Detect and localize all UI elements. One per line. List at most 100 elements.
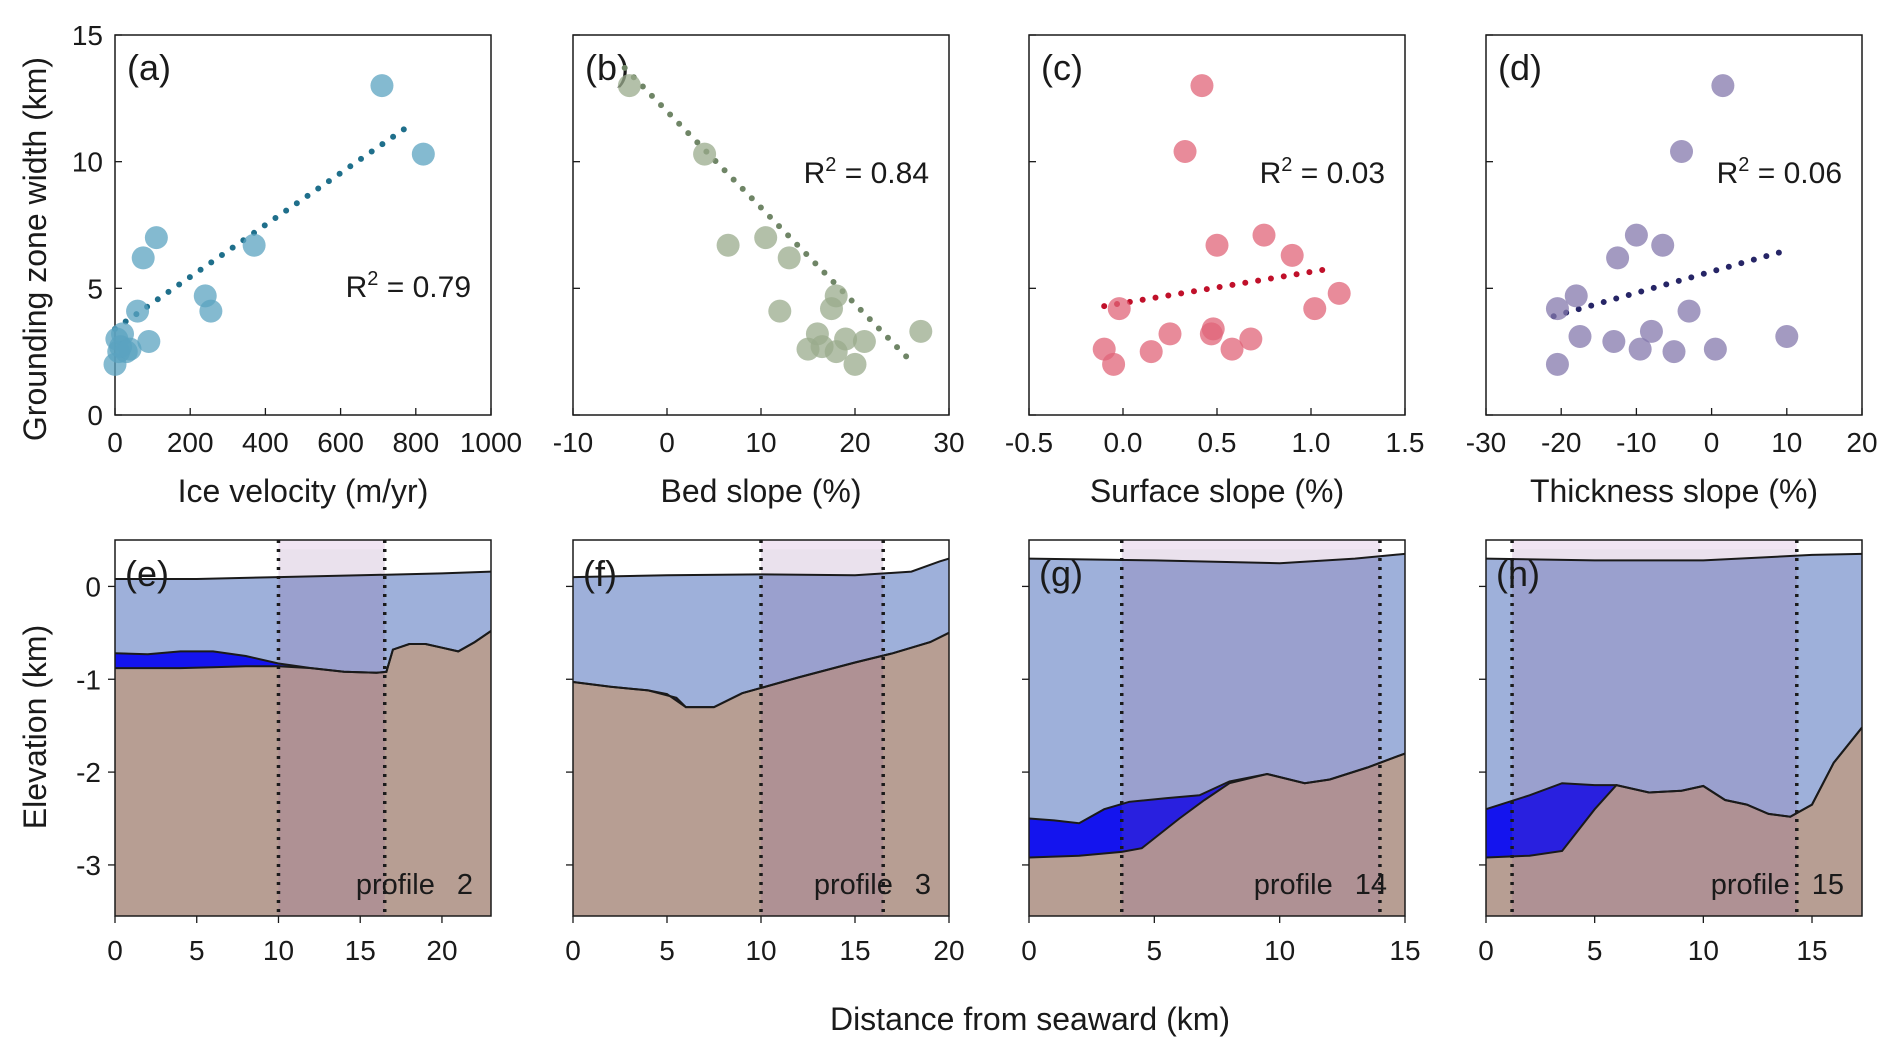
data-point — [693, 142, 717, 166]
data-point — [1628, 337, 1652, 361]
data-point — [411, 142, 435, 166]
x-tick-label: 10 — [1771, 427, 1802, 458]
data-point — [1139, 340, 1163, 364]
x-tick-label: 0 — [107, 935, 123, 966]
data-point — [1711, 74, 1735, 98]
x-tick-label: -10 — [1616, 427, 1656, 458]
plot-frame — [114, 34, 492, 416]
x-tick-label: 0 — [107, 427, 123, 458]
ice-surface-line — [115, 570, 491, 580]
x-tick-label: 0 — [1704, 427, 1720, 458]
panel-h-profile-15: 0 5 10 15 (h) profile 15 — [1478, 539, 1863, 966]
data-point — [1158, 322, 1182, 346]
trend-line — [1550, 247, 1790, 320]
x-tick-label: 20 — [933, 935, 964, 966]
data-point — [1107, 297, 1131, 321]
x-tick-label: 800 — [392, 427, 439, 458]
data-point — [1639, 319, 1663, 343]
bed-line — [573, 631, 949, 709]
data-point — [1327, 281, 1351, 305]
profile-label: profile 2 — [356, 869, 473, 901]
data-point — [824, 284, 848, 308]
plot-frame — [1485, 539, 1863, 917]
data-point — [1606, 246, 1630, 270]
x-tick-label: 20 — [426, 935, 457, 966]
data-point — [768, 299, 792, 323]
x-tick-label: 10 — [263, 935, 294, 966]
data-point — [1102, 352, 1126, 376]
x-tick-label: 15 — [839, 935, 870, 966]
data-point — [137, 330, 161, 354]
panel-letter: (e) — [125, 553, 169, 594]
ocean-cavity-area — [115, 631, 491, 673]
panel-e-profile-2: 0 5 10 15 20 0 -1 -2 -3 (e) profile 2 — [76, 539, 492, 966]
x-tick-label: 1000 — [460, 427, 522, 458]
bed-line — [115, 630, 491, 674]
data-point — [1239, 327, 1263, 351]
y-tick-label: 10 — [72, 147, 103, 178]
grounding-zone-air-shade — [278, 540, 385, 550]
x-axis-title: Thickness slope (%) — [1530, 473, 1818, 509]
panel-d-thickness-slope-scatter: -30 -20 -10 0 10 20 Thickness slope (%) (d) R2 =… — [1466, 34, 1878, 509]
data-point — [843, 352, 867, 376]
plot-frame — [1028, 34, 1406, 416]
grounding-zone-air-shade — [761, 540, 884, 550]
data-point — [1173, 140, 1197, 164]
x-tick-label: 20 — [1846, 427, 1877, 458]
data-point — [126, 299, 150, 323]
data-point — [1190, 74, 1214, 98]
ocean-cavity-area — [1486, 727, 1862, 858]
x-axis-title: Surface slope (%) — [1090, 473, 1344, 509]
x-tick-label: 0.5 — [1198, 427, 1237, 458]
x-tick-label: 0 — [659, 427, 675, 458]
x-tick-label: -10 — [553, 427, 593, 458]
data-point — [617, 74, 641, 98]
panel-f-profile-3: 0 5 10 15 20 (f) profile 3 — [565, 539, 965, 966]
r-squared-label: R2 = 0.03 — [1260, 154, 1385, 190]
plot-frame — [114, 539, 492, 917]
r-squared-label: R2 = 0.84 — [804, 154, 929, 190]
grounding-zone-air-shade — [1512, 540, 1797, 550]
y-tick-label: -1 — [76, 664, 101, 695]
trend-line — [621, 64, 915, 365]
grounding-zone-shade — [1512, 549, 1797, 916]
x-tick-label: 0.0 — [1104, 427, 1143, 458]
y-tick-label: 0 — [87, 400, 103, 431]
plot-frame — [1485, 34, 1863, 416]
panel-letter: (d) — [1498, 47, 1542, 88]
x-tick-label: -30 — [1466, 427, 1506, 458]
data-point — [1280, 243, 1304, 267]
data-point — [909, 319, 933, 343]
x-tick-label: 0 — [1478, 935, 1494, 966]
bed-line — [1486, 726, 1862, 859]
data-point — [242, 233, 266, 257]
y-tick-label: -2 — [76, 757, 101, 788]
panel-c-surface-slope-scatter: -0.5 0.0 0.5 1.0 1.5 Surface slope (%) (c) R2 =… — [1005, 34, 1424, 509]
plot-frame — [1028, 539, 1406, 917]
y-axis-title-top: Grounding zone width (km) — [17, 57, 53, 441]
ice-surface-line — [573, 557, 949, 579]
profile-label: profile 14 — [1254, 869, 1387, 901]
y-tick-label: 5 — [87, 273, 103, 304]
data-point — [1205, 233, 1229, 257]
data-point — [852, 330, 876, 354]
x-tick-label: 5 — [1147, 935, 1163, 966]
r-squared-label: R2 = 0.79 — [346, 268, 471, 304]
x-axis-title: Bed slope (%) — [661, 473, 862, 509]
panel-g-profile-14: 0 5 10 15 (g) profile 14 — [1021, 539, 1421, 966]
ice-surface-line — [1029, 552, 1405, 565]
data-point — [1545, 297, 1569, 321]
x-tick-label: 0 — [565, 935, 581, 966]
panel-a-velocity-scatter: 0 200 400 600 800 1000 0 5 10 15 Ice velocity (m/y… — [72, 20, 522, 509]
data-point — [1651, 233, 1675, 257]
trend-line — [112, 120, 416, 332]
data-point — [1662, 340, 1686, 364]
data-point — [1677, 299, 1701, 323]
grounding-zone-air-shade — [1121, 540, 1380, 550]
data-point — [1252, 223, 1276, 247]
profile-clip-group — [115, 540, 491, 916]
panel-letter: (f) — [583, 553, 617, 594]
r-squared-label: R2 = 0.06 — [1717, 154, 1842, 190]
ocean-cavity-area — [1029, 753, 1405, 858]
